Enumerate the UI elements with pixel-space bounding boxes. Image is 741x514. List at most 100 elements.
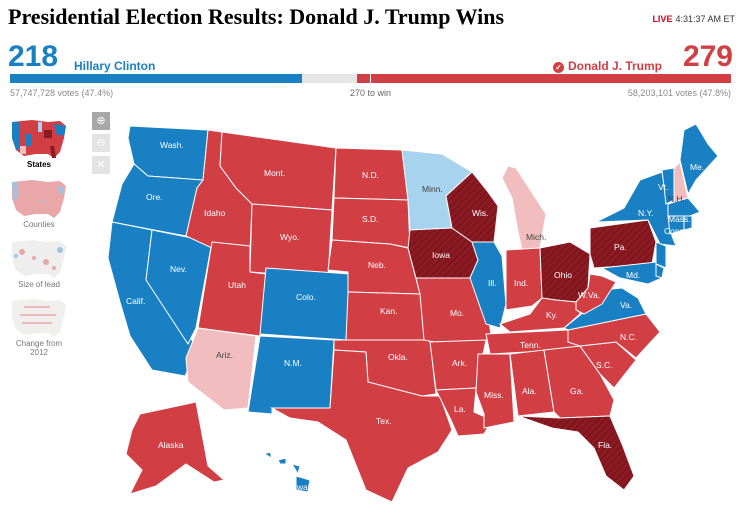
state-labels: Wash. Ore. Calif. Nev. Idaho Mont. Wyo. … [126, 140, 704, 492]
label-west-virginia: W.Va. [578, 290, 600, 300]
label-pennsylvania: Pa. [614, 242, 627, 252]
view-size-of-lead-thumb[interactable]: Size of lead [8, 238, 70, 290]
update-time: 4:31:37 AM ET [675, 14, 735, 24]
label-massachusetts: Mass. [668, 214, 691, 224]
label-colorado: Colo. [296, 292, 316, 302]
rep-popular-votes: 58,203,101 votes (47.8%) [627, 88, 731, 98]
label-new-york: N.Y. [638, 208, 653, 218]
label-south-dakota: S.D. [362, 214, 379, 224]
label-montana: Mont. [264, 168, 285, 178]
rep-candidate-name: Donald J. Trump [567, 59, 662, 73]
label-north-dakota: N.D. [362, 170, 379, 180]
states-layer [107, 123, 719, 503]
view-states-thumb[interactable]: States [8, 118, 70, 170]
label-louisiana: La. [454, 404, 466, 414]
state-alaska[interactable] [125, 401, 226, 495]
view-states-label: States [26, 160, 51, 169]
label-north-carolina: N.C. [620, 332, 637, 342]
us-election-map: Wash. Ore. Calif. Nev. Idaho Mont. Wyo. … [107, 123, 719, 503]
view-counties-thumb[interactable]: Counties [8, 178, 70, 230]
state-kansas[interactable] [345, 291, 427, 341]
zoom-in-icon: ⊕ [96, 115, 106, 127]
label-wisconsin: Wis. [472, 208, 489, 218]
label-indiana: Ind. [514, 278, 528, 288]
state-maine[interactable] [679, 123, 719, 196]
view-counties-label: Counties [23, 219, 55, 229]
label-missouri: Mo. [450, 308, 464, 318]
view-change-from-2012-thumb[interactable]: Change from 2012 [8, 297, 70, 358]
label-connecticut: Conn. [664, 226, 687, 236]
label-new-hampshire: N.H. [668, 194, 685, 204]
dem-candidate-name: Hillary Clinton [74, 59, 156, 73]
label-kansas: Kan. [380, 306, 398, 316]
label-illinois: Ill. [488, 278, 497, 288]
label-minnesota: Minn. [422, 184, 443, 194]
zoom-in-button[interactable]: ⊕ [92, 112, 110, 130]
size-of-lead-thumbnail-icon [12, 239, 66, 278]
state-wisconsin[interactable] [445, 171, 499, 243]
state-massachusetts[interactable] [667, 197, 701, 217]
label-new-mexico: N.M. [284, 358, 302, 368]
label-idaho: Idaho [204, 208, 226, 218]
label-michigan: Mich. [526, 232, 546, 242]
state-rhode-island[interactable] [683, 215, 693, 231]
state-west-virginia[interactable] [575, 273, 617, 315]
label-arkansas: Ark. [452, 358, 467, 368]
label-nebraska: Neb. [368, 260, 386, 270]
label-utah: Utah [228, 280, 246, 290]
check-circle-icon: ✓ [552, 62, 564, 73]
view-size-of-lead-label: Size of lead [18, 279, 60, 289]
to-win-marker [370, 74, 371, 83]
live-status: LIVE 4:31:37 AM ET [652, 14, 735, 24]
close-icon: ✕ [96, 159, 106, 171]
state-illinois[interactable] [469, 241, 507, 329]
label-hawaii: Hawaii [286, 482, 312, 492]
label-vermont: Vt. [658, 182, 668, 192]
live-badge: LIVE [652, 14, 673, 24]
label-florida: Fla. [598, 440, 612, 450]
dem-electoral-votes: 218 [8, 40, 59, 73]
rep-candidate: ✓ Donald J. Trump [552, 59, 662, 73]
state-indiana[interactable] [505, 247, 543, 311]
dem-bar-fill [10, 74, 303, 83]
state-colorado[interactable] [259, 267, 351, 341]
zoom-out-icon: ⊖ [96, 137, 106, 149]
zoom-controls: ⊕ ⊖ ✕ [92, 112, 110, 178]
states-thumbnail-icon [12, 120, 66, 158]
state-texas[interactable] [270, 349, 453, 503]
label-oregon: Ore. [146, 192, 163, 202]
state-new-mexico[interactable] [247, 335, 335, 415]
state-north-carolina[interactable] [567, 313, 661, 359]
page-headline: Presidential Election Results: Donald J.… [8, 4, 505, 29]
state-florida[interactable] [517, 415, 635, 491]
state-new-jersey[interactable] [655, 241, 667, 269]
label-maine: Me. [690, 162, 704, 172]
state-arizona[interactable] [185, 327, 257, 411]
zoom-out-button[interactable]: ⊖ [92, 134, 110, 152]
rep-bar-fill [357, 74, 731, 83]
state-maryland[interactable] [600, 261, 663, 285]
state-delaware[interactable] [655, 263, 665, 279]
label-texas: Tex. [376, 416, 392, 426]
reset-map-button[interactable]: ✕ [92, 156, 110, 174]
change-from-2012-thumbnail-icon [12, 299, 66, 338]
map-view-switcher: States Counties Size of lead Change [8, 118, 70, 366]
label-alabama: Ala. [522, 386, 537, 396]
label-virginia: Va. [620, 300, 632, 310]
to-win-label: 270 to win [349, 88, 392, 98]
label-mississippi: Miss. [484, 390, 504, 400]
label-california: Calif. [126, 296, 145, 306]
label-iowa: Iowa [432, 250, 450, 260]
counties-thumbnail-icon [12, 179, 66, 218]
label-arizona: Ariz. [216, 350, 233, 360]
label-tennessee: Tenn. [520, 340, 541, 350]
label-kentucky: Ky. [546, 310, 558, 320]
electoral-vote-bar [10, 74, 731, 83]
label-ohio: Ohio [554, 270, 572, 280]
label-maryland: Md. [626, 270, 640, 280]
label-washington: Wash. [160, 140, 184, 150]
label-south-carolina: S.C. [596, 360, 613, 370]
rep-electoral-votes: 279 [682, 40, 733, 73]
state-hawaii[interactable] [262, 451, 311, 493]
label-oklahoma: Okla. [388, 352, 408, 362]
